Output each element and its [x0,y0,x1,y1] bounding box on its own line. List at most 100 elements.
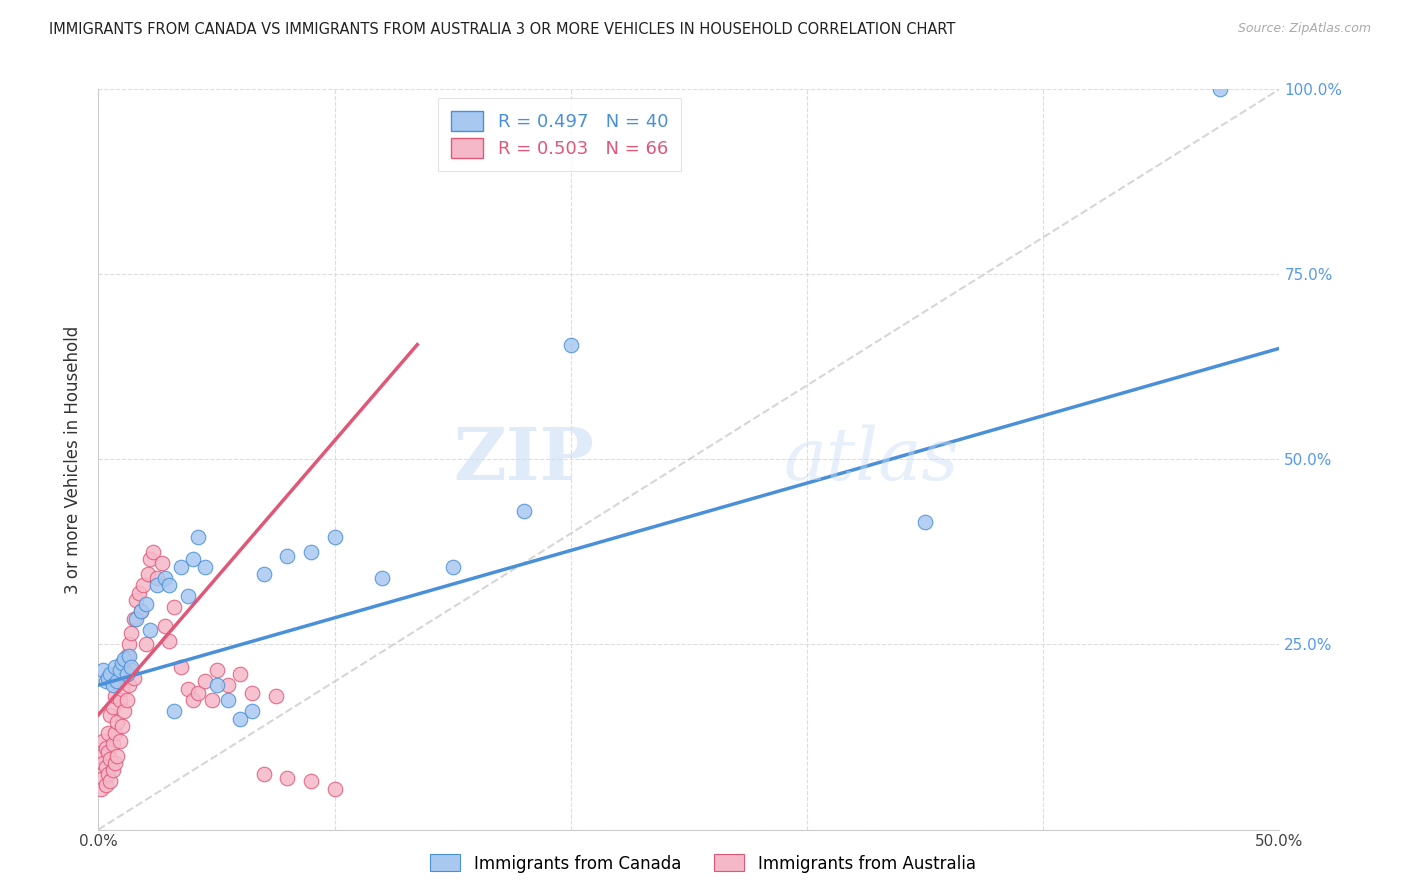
Point [253,567,276,582]
Point [146,571,169,585]
Point [229,712,252,726]
Point [94,674,117,689]
Point [276,549,298,563]
Point [181,693,204,707]
Point [118,648,141,663]
Point [90,781,112,796]
Point [101,764,124,778]
Point [157,578,180,592]
Point [153,619,176,633]
Point [97,767,120,781]
Point [111,656,134,670]
Text: atlas: atlas [783,424,959,495]
Point [240,704,263,718]
Point [121,626,143,640]
Point [125,611,148,625]
Point [129,604,152,618]
Point [276,771,298,785]
Point [104,690,127,704]
Point [112,652,135,666]
Point [512,504,534,518]
Point [91,771,114,785]
Point [104,756,127,770]
Point [121,659,143,673]
Legend: R = 0.497   N = 40, R = 0.503   N = 66: R = 0.497 N = 40, R = 0.503 N = 66 [439,98,681,170]
Point [299,774,322,789]
Legend: Immigrants from Canada, Immigrants from Australia: Immigrants from Canada, Immigrants from … [423,847,983,880]
Point [163,600,186,615]
Point [205,678,228,692]
Point [104,726,127,740]
Point [91,756,114,770]
Point [181,552,204,566]
Point [441,559,464,574]
Point [170,559,193,574]
Point [135,597,157,611]
Point [146,578,169,592]
Point [163,704,186,718]
Point [194,559,217,574]
Point [187,530,209,544]
Point [153,571,176,585]
Point [101,700,124,714]
Point [108,693,131,707]
Text: Source: ZipAtlas.com: Source: ZipAtlas.com [1237,22,1371,36]
Point [118,637,141,651]
Point [105,674,128,689]
Point [150,556,173,570]
Point [217,678,239,692]
Point [914,516,936,530]
Point [112,664,135,678]
Point [98,667,121,681]
Point [560,337,582,351]
Point [105,674,128,689]
Point [111,719,134,733]
Text: IMMIGRANTS FROM CANADA VS IMMIGRANTS FROM AUSTRALIA 3 OR MORE VEHICLES IN HOUSEH: IMMIGRANTS FROM CANADA VS IMMIGRANTS FRO… [49,22,956,37]
Point [108,733,131,747]
Point [108,664,131,678]
Point [98,752,121,766]
Point [217,693,239,707]
Point [253,767,276,781]
Point [97,745,120,759]
Point [205,664,228,678]
Point [139,552,162,566]
Point [323,781,346,796]
Point [323,530,346,544]
Point [177,590,200,604]
Point [264,690,287,704]
Point [129,604,152,618]
Point [170,659,193,673]
Point [98,707,121,722]
Point [111,667,134,681]
Point [240,685,263,699]
Point [101,678,124,692]
Point [194,674,217,689]
Point [101,738,124,752]
Point [94,741,117,756]
Point [105,715,128,730]
Point [229,667,252,681]
Point [128,585,150,599]
Point [139,623,162,637]
Point [105,748,128,763]
Y-axis label: 3 or more Vehicles in Household: 3 or more Vehicles in Household [65,326,83,593]
Point [157,633,180,648]
Point [371,571,394,585]
Point [94,759,117,773]
Point [187,685,209,699]
Point [132,578,155,592]
Point [121,664,143,678]
Point [1209,82,1232,96]
Point [118,678,141,692]
Point [97,671,120,685]
Point [122,671,145,685]
Point [122,611,145,625]
Point [299,545,322,559]
Point [112,704,135,718]
Point [97,726,120,740]
Text: ZIP: ZIP [454,424,595,495]
Point [125,593,148,607]
Point [177,681,200,696]
Point [98,774,121,789]
